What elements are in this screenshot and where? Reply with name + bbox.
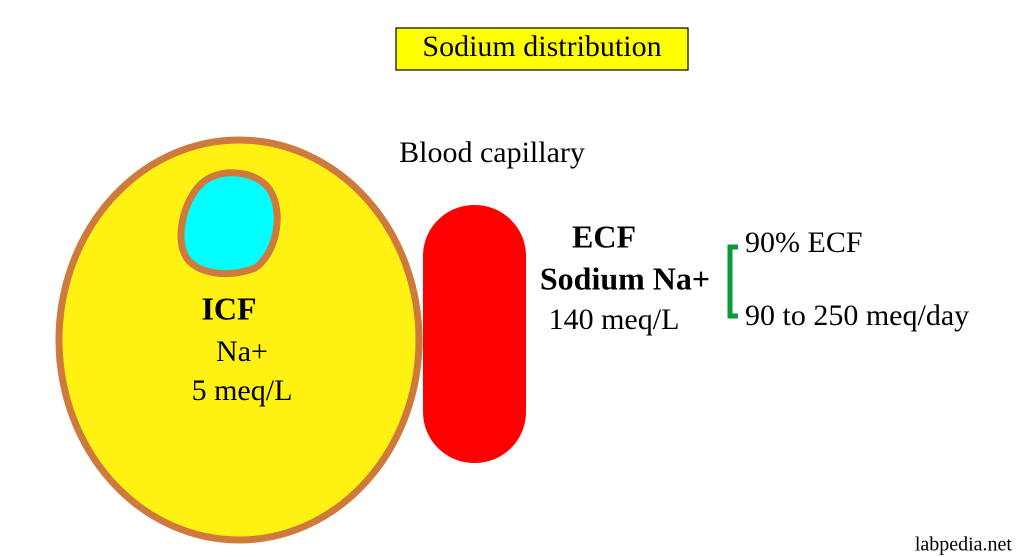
bracket <box>727 244 738 319</box>
nucleus <box>177 169 281 278</box>
title-box <box>395 27 689 71</box>
capillary <box>423 205 526 463</box>
ecf-concentration: 140 meq/L <box>549 303 680 336</box>
bracket-item: 90 to 250 meq/day <box>745 299 969 332</box>
icf-ion: Na+ <box>216 335 268 368</box>
icf-label: ICF <box>201 290 256 326</box>
ecf-ion: Sodium Na+ <box>540 260 710 296</box>
ecf-label: ECF <box>572 218 636 254</box>
cell <box>55 136 423 544</box>
title: Sodium distribution <box>422 30 661 63</box>
watermark: labpedia.net <box>915 534 1013 556</box>
capillary-label: Blood capillary <box>399 136 585 169</box>
icf-concentration: 5 meq/L <box>192 374 293 407</box>
bracket-item: 90% ECF <box>745 226 863 259</box>
